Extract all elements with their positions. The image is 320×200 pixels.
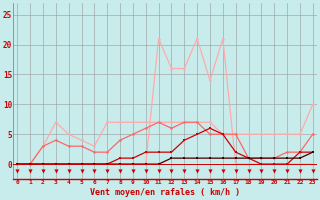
X-axis label: Vent moyen/en rafales ( km/h ): Vent moyen/en rafales ( km/h )	[90, 188, 240, 197]
